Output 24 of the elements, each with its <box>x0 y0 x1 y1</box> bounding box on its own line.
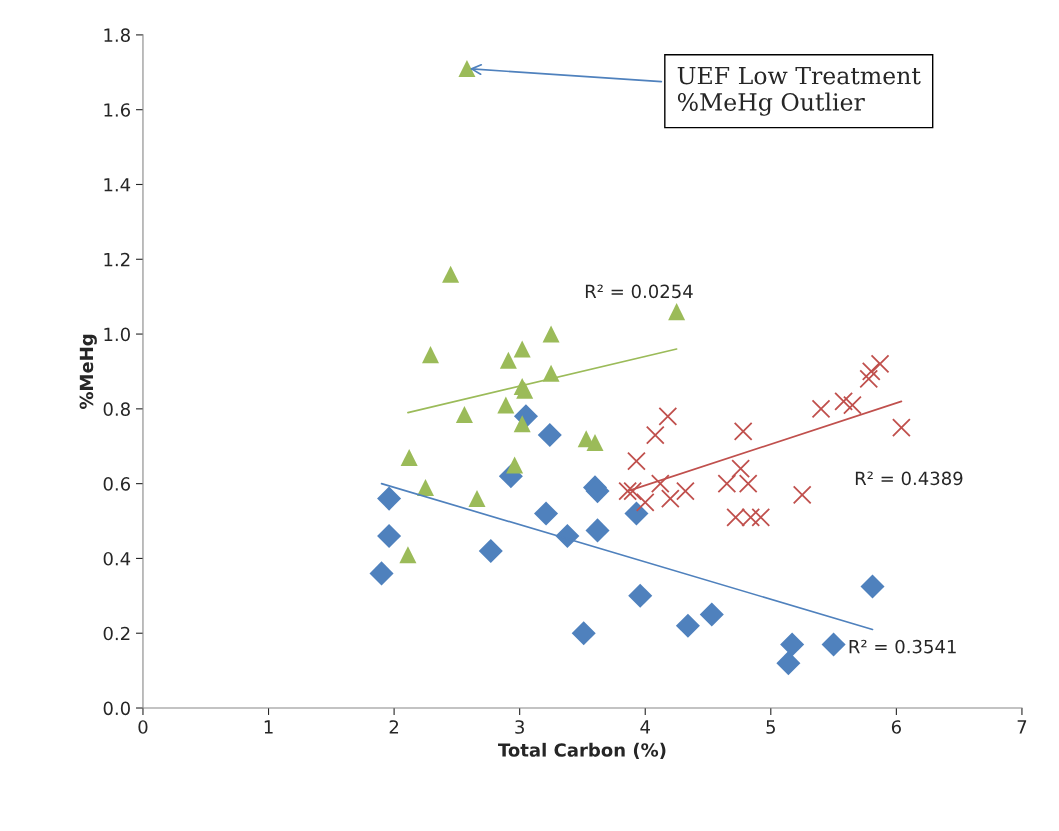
y-tick-label: 1.8 <box>104 28 130 43</box>
y-tick-label: 1.4 <box>104 178 131 192</box>
x-tick-label: 4 <box>640 720 650 734</box>
x-tick-label: 6 <box>891 720 901 734</box>
annotation: R² = 0.0254 <box>585 284 693 299</box>
annotation: R² = 0.4389 <box>855 471 963 486</box>
y-tick-label: 0.0 <box>103 701 130 716</box>
annotation: R² = 0.3541 <box>849 639 956 654</box>
x-tick-label: 0 <box>138 720 148 734</box>
y-tick-label: 0.4 <box>103 551 131 566</box>
y-tick-label: 0.2 <box>103 626 130 641</box>
x-tick-label: 3 <box>515 720 524 734</box>
y-tick-label: 1.6 <box>104 103 131 117</box>
annotation: UEF Low Treatment %MeHg Outlier <box>677 66 921 116</box>
x-tick-label: 1 <box>264 720 273 734</box>
x-tick-label: 7 <box>1017 720 1027 734</box>
y-axis-title: %MeHg <box>79 334 97 410</box>
x-tick-label: 5 <box>766 720 775 734</box>
y-tick-label: 0.8 <box>103 402 130 416</box>
x-tick-label: 2 <box>389 720 399 734</box>
x-axis-title: Total Carbon (%) <box>498 742 666 759</box>
y-tick-label: 1.2 <box>104 252 130 267</box>
y-tick-label: 1.0 <box>104 327 130 342</box>
y-tick-label: 0.6 <box>103 477 131 491</box>
